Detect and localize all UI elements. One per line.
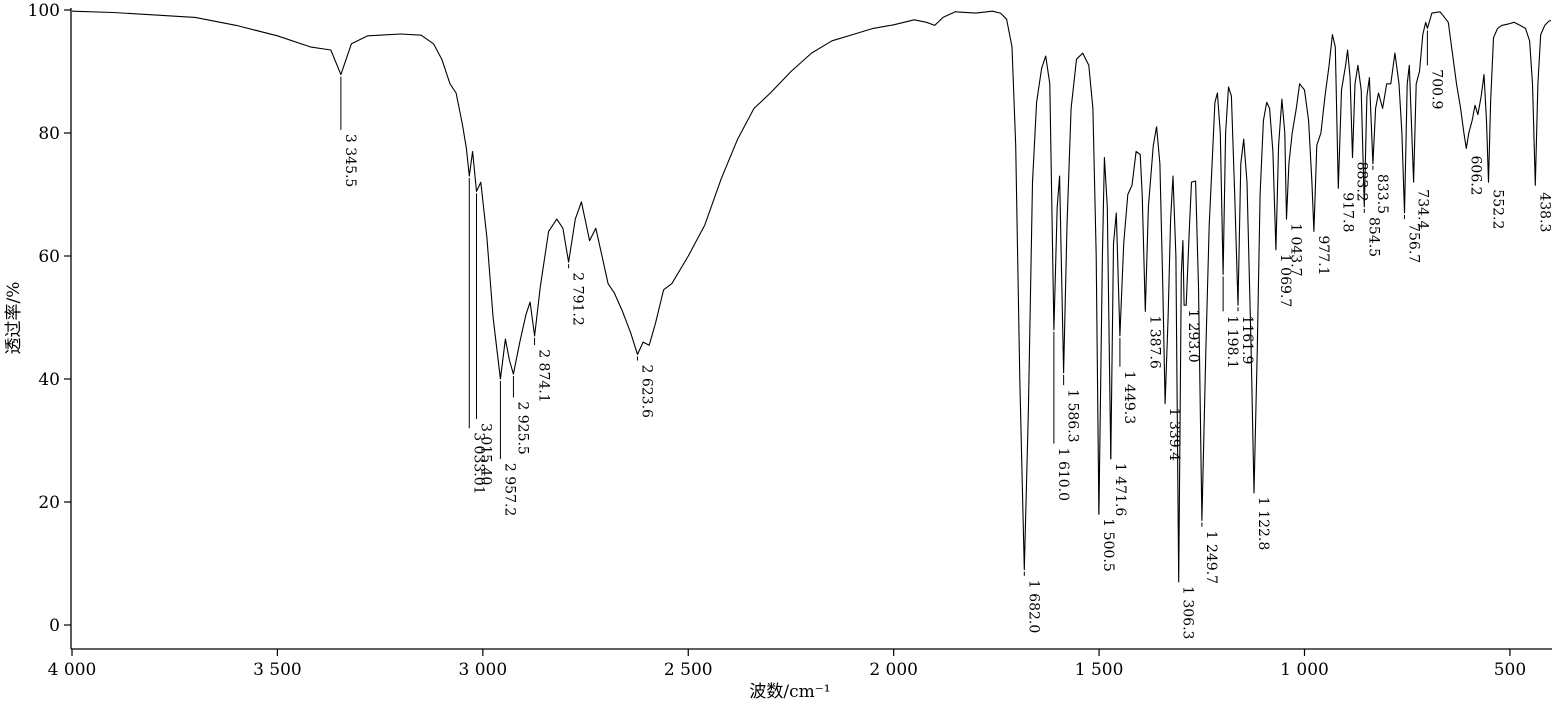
- x-tick-label: 500: [1494, 660, 1526, 680]
- spectrum-line: [71, 10, 1552, 583]
- peak-label: 1 610.0: [1055, 448, 1071, 501]
- peak-label: 1 500.5: [1100, 518, 1116, 571]
- peak-label: 2 925.5: [514, 401, 530, 454]
- x-ticks: 4 000 3 500 3 000 2 500 2 000 1 500 1 000 500: [48, 649, 1526, 680]
- spectrum-series: [71, 10, 1552, 583]
- peak-label: 1 339.4: [1166, 408, 1182, 462]
- peak-label: 2 623.6: [639, 365, 655, 419]
- peak-label: 854.5: [1365, 217, 1381, 257]
- peak-label: 1 043.7: [1288, 223, 1304, 276]
- peak-label: 833.5: [1374, 174, 1390, 214]
- x-tick-label: 2 500: [664, 660, 713, 680]
- peak-label: 2 957.2: [501, 463, 517, 516]
- peak-label: 756.7: [1406, 223, 1422, 263]
- y-tick-label: 0: [49, 616, 60, 636]
- peak-label: 438.3: [1536, 192, 1552, 232]
- peak-label: 883.2: [1354, 162, 1370, 202]
- peak-label: 734.4: [1415, 189, 1431, 229]
- peak-label: 3 015.40: [478, 423, 494, 485]
- peak-label: 1 586.3: [1065, 389, 1081, 442]
- peak-label: 917.8: [1339, 192, 1355, 232]
- peak-label: 1 293.0: [1185, 309, 1201, 362]
- x-tick-label: 2 000: [869, 660, 918, 680]
- peak-label: 1 306.3: [1180, 586, 1196, 639]
- peak-label: 1 122.8: [1255, 497, 1271, 550]
- x-tick-label: 3 000: [458, 660, 507, 680]
- x-tick-label: 1 500: [1075, 660, 1124, 680]
- peak-label: 1 249.7: [1203, 531, 1219, 584]
- peak-label: 1 198.1: [1224, 315, 1240, 368]
- peak-label: 1 069.7: [1277, 254, 1293, 307]
- x-tick-label: 1 000: [1280, 660, 1329, 680]
- peak-label: 1 387.6: [1146, 315, 1162, 369]
- peak-label: 606.2: [1467, 156, 1483, 196]
- x-tick-label: 3 500: [253, 660, 302, 680]
- peak-label: 700.9: [1428, 69, 1444, 109]
- plot-axes: [70, 8, 1552, 650]
- x-axis-title: 波数/cm⁻¹: [749, 682, 830, 702]
- peak-label: 1 682.0: [1025, 580, 1041, 633]
- peak-label: 2 874.1: [536, 349, 552, 402]
- peak-label: 1 471.6: [1112, 463, 1128, 517]
- peak-label: 552.2: [1490, 189, 1506, 229]
- peak-annotations: 3 345.5 3 033.013 015.40 2 957.2 2 925.5 2 8…: [340, 30, 1552, 639]
- y-tick-label: 60: [38, 247, 60, 267]
- y-tick-label: 100: [28, 1, 60, 21]
- peak-label: 2 791.2: [570, 272, 586, 325]
- y-ticks: 0 20 40 60 80 100: [28, 1, 71, 636]
- peak-label: 977.1: [1315, 235, 1331, 275]
- y-tick-label: 80: [38, 124, 60, 144]
- y-tick-label: 40: [38, 370, 60, 390]
- x-tick-label: 4 000: [48, 660, 97, 680]
- peak-label: 1161.9: [1239, 315, 1255, 364]
- y-tick-label: 20: [38, 493, 60, 513]
- peak-label: 1 449.3: [1121, 371, 1137, 424]
- y-axis-title: 透过率/%: [4, 282, 24, 355]
- peak-label: 3 033.01: [470, 432, 486, 494]
- peak-label: 3 345.5: [342, 134, 358, 187]
